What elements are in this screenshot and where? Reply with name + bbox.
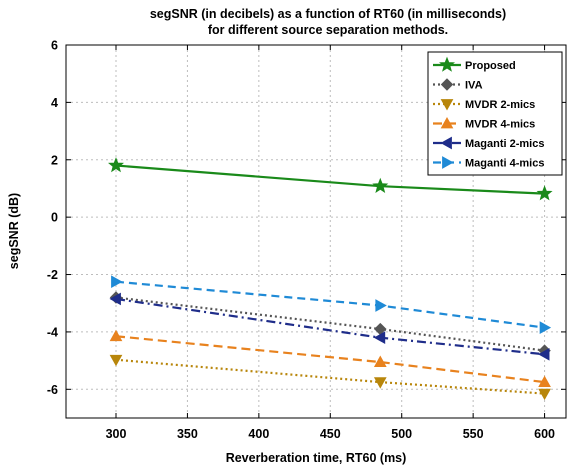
data-point: [109, 354, 123, 367]
data-point: [108, 157, 124, 173]
x-tick-label: 300: [106, 427, 127, 441]
legend-box: [427, 51, 563, 176]
x-tick-label: 500: [391, 427, 412, 441]
y-tick-label: 2: [51, 153, 58, 167]
legend-marker: [440, 78, 454, 91]
data-point: [372, 177, 389, 193]
data-point: [111, 275, 123, 289]
legend-item: MVDR 4-mics: [433, 116, 535, 131]
plot-area: [65, 44, 567, 419]
axis-ticks: 300 350 400 450 500 550 600 6 4 2 0 -2 -4 -6: [47, 39, 566, 441]
legend-label: Proposed: [465, 60, 516, 72]
y-tick-label: -4: [47, 325, 58, 339]
series-layer: [108, 157, 553, 401]
data-point: [373, 355, 387, 367]
series-proposed: [108, 157, 553, 201]
data-point: [539, 321, 552, 334]
y-axis-label: segSNR (dB): [7, 193, 21, 269]
legend-marker: [442, 156, 454, 169]
legend-marker: [440, 136, 452, 150]
chart-title-line-1: segSNR (in decibels) as a function of RT…: [150, 7, 506, 21]
legend-marker: [439, 56, 455, 72]
data-point: [538, 375, 551, 388]
data-point: [538, 347, 550, 361]
y-tick-label: -6: [47, 383, 58, 397]
legend-item: IVA: [433, 78, 483, 92]
data-point: [536, 185, 553, 201]
data-point: [373, 377, 387, 389]
y-tick-label: 6: [51, 39, 58, 53]
legend: Proposed IVA MVDR 2-mics MVDR 4-mics Maganti…: [427, 51, 563, 176]
series-mvdr-4-mics: [109, 329, 551, 388]
data-point: [373, 331, 386, 345]
series-maganti-4-mics: [111, 275, 552, 334]
series-line: [115, 335, 545, 384]
y-tick-label: -2: [47, 268, 58, 282]
legend-marker: [440, 116, 454, 129]
legend-label: Maganti 4-mics: [465, 158, 544, 170]
chart-title-line-2: for different source separation methods.: [208, 23, 448, 37]
x-tick-label: 450: [320, 427, 341, 441]
x-tick-label: 400: [248, 427, 269, 441]
legend-item: Proposed: [433, 56, 516, 72]
x-axis-label: Reverberation time, RT60 (ms): [226, 451, 407, 465]
legend-marker: [440, 99, 454, 111]
x-tick-label: 350: [177, 427, 198, 441]
data-point: [109, 292, 121, 306]
data-point: [538, 388, 551, 401]
y-tick-label: 0: [51, 211, 58, 225]
legend-label: MVDR 4-mics: [465, 119, 535, 131]
x-tick-label: 550: [463, 427, 484, 441]
series-mvdr-2-mics: [109, 354, 551, 401]
x-tick-label: 600: [534, 427, 555, 441]
data-point: [375, 299, 387, 312]
legend-label: MVDR 2-mics: [465, 99, 535, 111]
data-point: [109, 329, 123, 342]
y-tick-label: 4: [51, 96, 58, 110]
legend-label: IVA: [465, 80, 483, 92]
legend-item: MVDR 2-mics: [433, 99, 535, 111]
legend-item: Maganti 4-mics: [433, 156, 544, 170]
series-maganti-2-mics: [109, 292, 550, 361]
legend-item: Maganti 2-mics: [433, 136, 544, 150]
legend-label: Maganti 2-mics: [465, 138, 544, 150]
